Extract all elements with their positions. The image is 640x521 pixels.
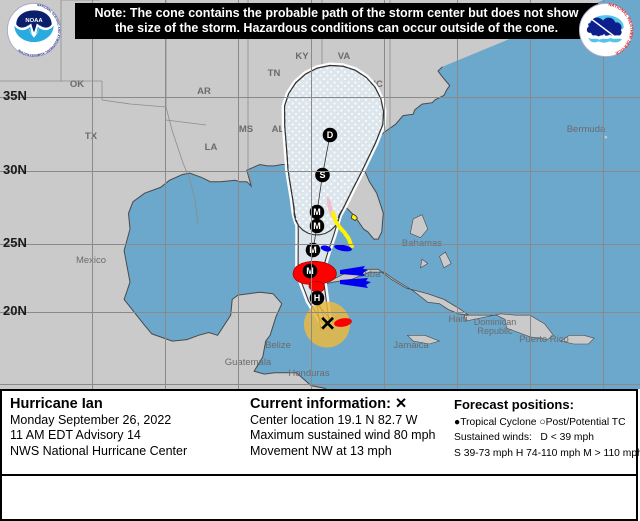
svg-text:OK: OK (70, 79, 84, 90)
svg-text:✕: ✕ (319, 314, 336, 336)
svg-text:D: D (327, 130, 334, 140)
svg-text:LA: LA (205, 142, 218, 153)
svg-text:Honduras: Honduras (288, 368, 329, 379)
svg-text:Guatemala: Guatemala (225, 357, 272, 368)
svg-text:M: M (313, 207, 321, 217)
svg-text:KY: KY (295, 51, 309, 62)
svg-text:M: M (313, 221, 321, 231)
svg-text:Belize: Belize (265, 340, 291, 351)
svg-text:VA: VA (338, 51, 351, 62)
svg-text:Haiti: Haiti (448, 314, 467, 325)
svg-text:TN: TN (268, 68, 281, 79)
svg-text:Republic: Republic (477, 326, 513, 336)
svg-text:Bermuda: Bermuda (567, 124, 606, 135)
svg-text:H: H (314, 293, 321, 303)
svg-text:Puerto Rico: Puerto Rico (519, 334, 569, 345)
svg-text:MS: MS (239, 124, 253, 135)
svg-text:Jamaica: Jamaica (393, 340, 429, 351)
svg-text:M: M (306, 266, 314, 276)
svg-text:AR: AR (197, 86, 211, 97)
svg-text:NOAA: NOAA (25, 18, 43, 24)
svg-text:Mexico: Mexico (76, 255, 106, 266)
